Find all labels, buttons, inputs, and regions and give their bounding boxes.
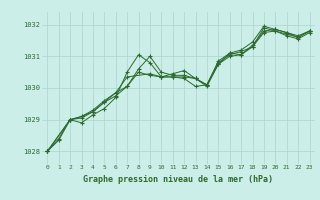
X-axis label: Graphe pression niveau de la mer (hPa): Graphe pression niveau de la mer (hPa) (84, 175, 273, 184)
